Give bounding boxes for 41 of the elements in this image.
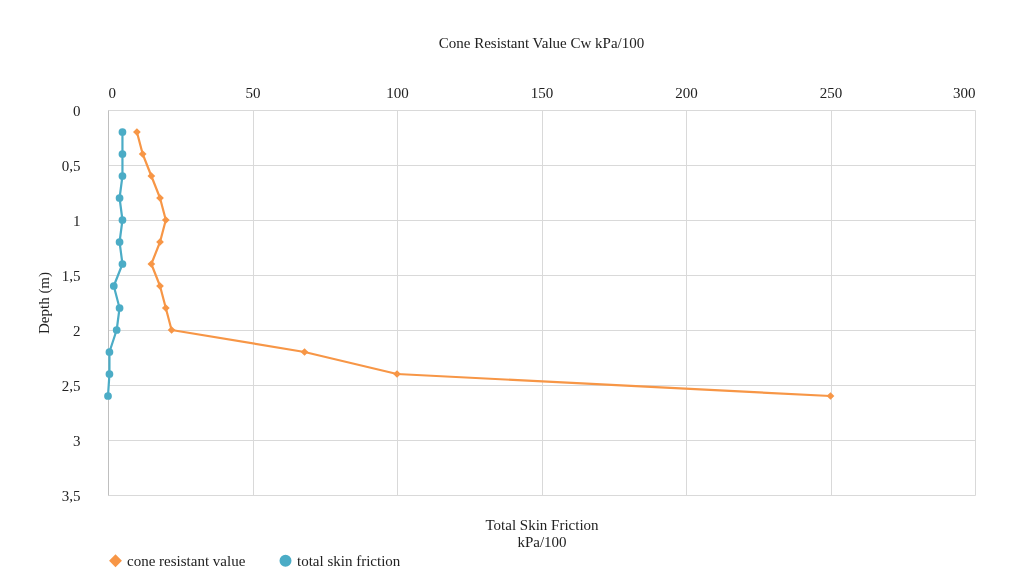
- y-tick-label: 2: [73, 322, 81, 339]
- point: [105, 348, 114, 356]
- legend-label: total skin friction: [297, 552, 401, 569]
- point: [161, 216, 170, 224]
- point: [112, 326, 121, 334]
- point: [115, 304, 124, 312]
- x-tick-label: 150: [530, 84, 554, 101]
- x-tick-label: 50: [245, 84, 261, 101]
- x-tick-label: 0: [108, 84, 116, 101]
- point: [300, 348, 309, 356]
- point: [115, 194, 124, 202]
- point: [104, 392, 112, 400]
- point: [118, 260, 127, 268]
- point: [147, 172, 156, 180]
- point: [147, 260, 156, 268]
- x-tick-label: 250: [819, 84, 843, 101]
- y-tick-label: 0,5: [61, 157, 81, 174]
- chart-title: Cone Resistant Value Cw kPa/100: [438, 35, 645, 51]
- point: [105, 370, 114, 378]
- point: [138, 150, 147, 158]
- point: [118, 172, 127, 180]
- point: [109, 282, 118, 290]
- y-tick-label: 3,5: [61, 487, 81, 504]
- y-axis-title: Depth (m): [35, 271, 53, 335]
- y-tick-label: 0: [73, 102, 81, 119]
- point: [826, 392, 835, 400]
- legend-label: cone resistant value: [127, 552, 246, 569]
- point: [115, 238, 124, 246]
- y-tick-label: 2,5: [61, 377, 81, 394]
- x-tick-label: 100: [386, 84, 409, 101]
- point: [118, 150, 127, 158]
- y-tick-label: 3: [73, 432, 81, 449]
- point: [118, 128, 127, 136]
- x-axis-title: Total Skin Friction kPa/100: [485, 516, 600, 550]
- x-tick-label: 200: [675, 84, 698, 101]
- point: [161, 304, 170, 312]
- x-tick-label: 300: [953, 84, 976, 101]
- point: [167, 326, 176, 334]
- point: [118, 216, 127, 224]
- y-tick-label: 1,5: [61, 267, 81, 284]
- y-tick-label: 1: [73, 212, 81, 229]
